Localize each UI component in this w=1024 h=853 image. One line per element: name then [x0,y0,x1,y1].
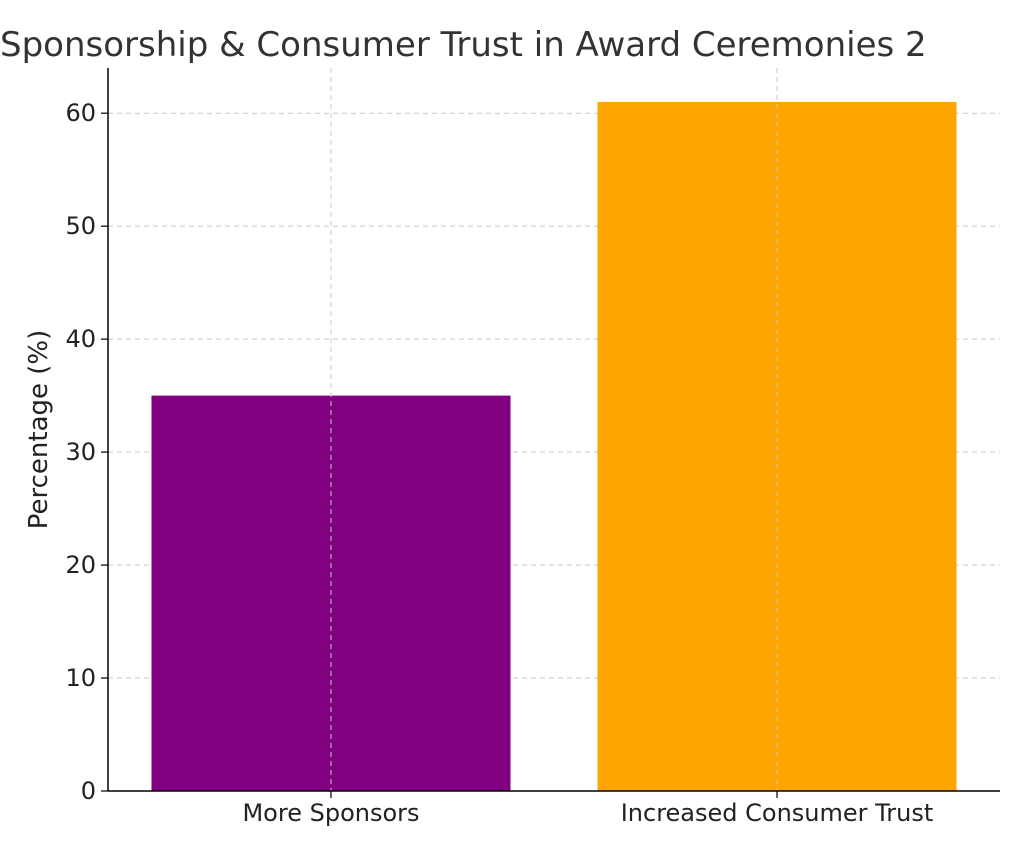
y-tick-label: 30 [65,438,96,466]
y-axis-label: Percentage (%) [24,330,54,530]
bars [151,101,957,791]
y-tick-label: 50 [65,212,96,240]
y-tick-label: 20 [65,551,96,579]
y-tick-label: 60 [65,99,96,127]
y-tick-label: 0 [81,777,96,805]
axes: 0 10 20 30 40 50 60 More Sponsors Increased Cons… [65,68,1000,827]
x-tick-label: More Sponsors [242,799,419,827]
vertical-grid-lines [330,68,778,791]
y-tick-label: 40 [65,325,96,353]
y-tick-label: 10 [65,664,96,692]
chart-title: Sponsorship & Consumer Trust in Award Ce… [0,25,927,65]
x-tick-label: Increased Consumer Trust [621,799,934,827]
